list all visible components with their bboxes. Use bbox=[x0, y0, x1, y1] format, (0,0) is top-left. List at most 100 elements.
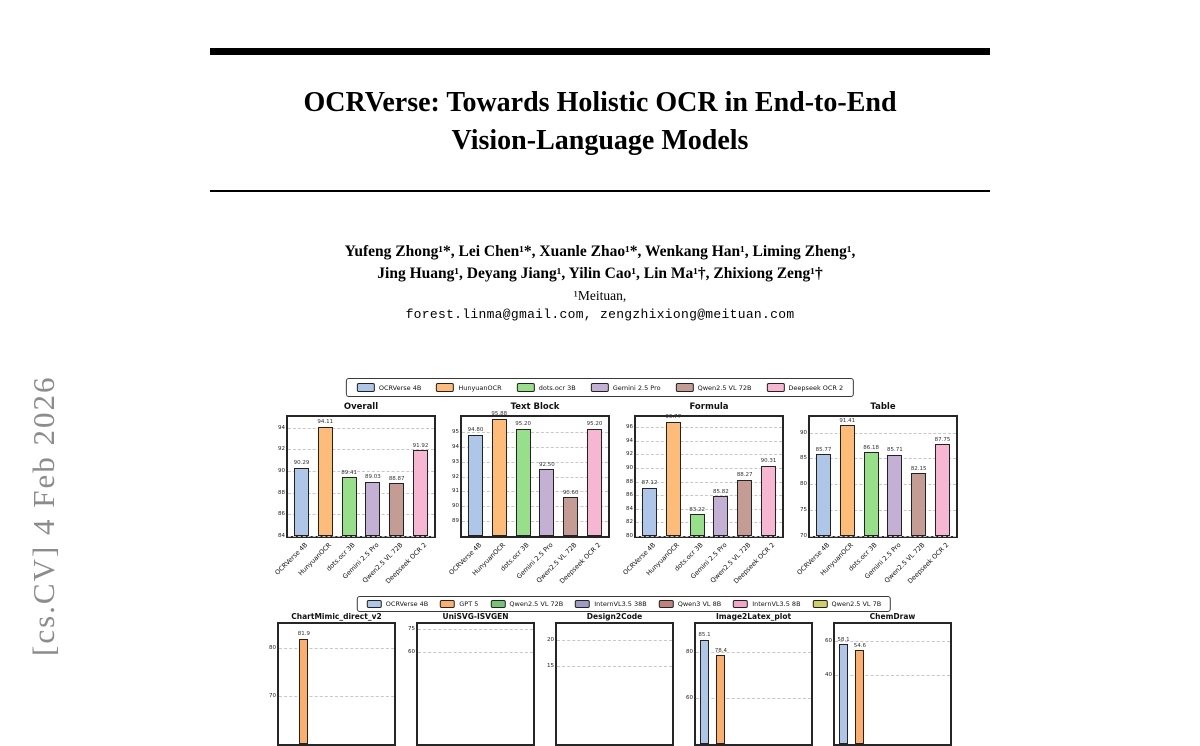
legend-label: InternVL3.5 8B bbox=[752, 600, 801, 608]
gridline bbox=[288, 492, 434, 494]
bar-value-label: 78.4 bbox=[714, 647, 727, 654]
gridline bbox=[835, 641, 950, 643]
y-tick-label: 15 bbox=[547, 662, 554, 669]
bar-value-label: 54.6 bbox=[853, 642, 866, 649]
y-tick-label: 40 bbox=[825, 672, 832, 679]
gridline bbox=[636, 522, 782, 524]
y-tick-label: 93 bbox=[452, 458, 459, 465]
chart-plot: 89 90 91 92 93 94 95 94.80 95.88 95.20 92.50 90.60 9… bbox=[452, 411, 610, 538]
bar-OCRVerse 4B bbox=[700, 639, 709, 744]
chart-UniSVG-ISVGEN: UniSVG-ISVGEN 75 60 bbox=[402, 612, 535, 746]
gridline bbox=[557, 639, 672, 641]
chart-Text Block: Text Block 89 90 91 92 93 94 95 94.80 95.88 95.20 9… bbox=[444, 402, 610, 585]
y-tick-label: 84 bbox=[626, 505, 633, 512]
legend-label: Qwen2.5 VL 7B bbox=[831, 600, 882, 608]
y-tick-label: 80 bbox=[800, 481, 807, 488]
bar-dots.ocr 3B bbox=[863, 452, 879, 536]
y-tick-label: 60 bbox=[825, 638, 832, 645]
legend-swatch bbox=[675, 383, 694, 392]
authors-line-1: Yufeng Zhong¹*, Lei Chen¹*, Xuanle Zhao¹… bbox=[344, 243, 856, 260]
y-tick-label: 86 bbox=[626, 492, 633, 499]
bar-OCRVerse 4B bbox=[839, 644, 848, 744]
y-tick-label: 90 bbox=[452, 503, 459, 510]
legend-item: GPT 5 bbox=[440, 600, 478, 608]
legend-item: InternVL3.5 8B bbox=[733, 600, 801, 608]
legend-label: OCRVerse 4B bbox=[378, 383, 422, 392]
legend-label: Qwen2.5 VL 72B bbox=[509, 600, 564, 608]
bar-HunyuanOCR bbox=[317, 426, 333, 536]
chart-Table: Table 70 75 80 85 90 85.77 91.41 86.18 85.71 82.15… bbox=[792, 402, 958, 585]
legend-item: Qwen2.5 VL 7B bbox=[812, 600, 882, 608]
gridline bbox=[810, 510, 956, 512]
bar-OCRVerse 4B bbox=[816, 454, 831, 536]
legend-item: InternVL3.5 38B bbox=[575, 600, 647, 608]
y-tick-label: 80 bbox=[686, 648, 693, 655]
x-tick-labels: OCRVerse 4B HunyuanOCR dots.ocr 3B Gemini 2… bbox=[447, 538, 610, 585]
chart-plot: 84 86 88 90 92 94 90.29 94.11 89.41 89.03 88.87 91.… bbox=[278, 415, 436, 539]
legend-swatch bbox=[733, 600, 749, 608]
bar-value-label: 90.31 bbox=[760, 458, 777, 465]
y-tick-label: 75 bbox=[800, 507, 807, 514]
bar-value-label: 89.03 bbox=[365, 474, 381, 481]
bar-Qwen2.5 VL 72B bbox=[737, 479, 753, 536]
gridline bbox=[636, 481, 782, 483]
bar-value-label: 88.87 bbox=[388, 475, 405, 482]
y-tick-label: 90 bbox=[626, 465, 633, 471]
gridline bbox=[288, 427, 434, 429]
bar-Qwen2.5 VL 72B bbox=[911, 473, 927, 536]
chart-ChartMimic_direct_v2: ChartMimic_direct_v2 80 70 81.9 bbox=[263, 612, 396, 746]
y-tick-label: 75 bbox=[408, 625, 415, 632]
title-rule-bottom bbox=[210, 190, 990, 192]
gridline bbox=[636, 427, 782, 429]
legend-label: Qwen2.5 VL 72B bbox=[697, 383, 752, 392]
bar-value-label: 89.41 bbox=[341, 469, 357, 476]
arxiv-watermark: [cs.CV] 4 Feb 2026 bbox=[26, 375, 61, 656]
gridline bbox=[462, 431, 608, 433]
bar-HunyuanOCR bbox=[839, 425, 855, 536]
bar-HunyuanOCR bbox=[665, 421, 681, 536]
y-tick-label: 92 bbox=[278, 446, 285, 453]
bar-Gemini 2.5 Pro bbox=[887, 454, 903, 536]
bar-value-label: 81.9 bbox=[297, 631, 310, 638]
chart-plot: 20 15 bbox=[547, 622, 674, 746]
gridline bbox=[810, 458, 956, 460]
y-tick-label: 96 bbox=[626, 424, 633, 431]
bar-GPT 5 bbox=[716, 655, 726, 744]
y-tick-label: 70 bbox=[800, 533, 807, 539]
chart-title: Text Block bbox=[510, 402, 560, 412]
figure1-chart-row: Overall 84 86 88 90 92 94 90.29 94.11 89.41 89.03 8… bbox=[270, 402, 958, 585]
bar-Deepseek OCR 2 bbox=[935, 444, 950, 536]
bar-Deepseek OCR 2 bbox=[413, 450, 428, 536]
bar-dots.ocr 3B bbox=[689, 514, 705, 536]
chart-title: Image2Latex_plot bbox=[715, 612, 792, 621]
chart-title: UniSVG-ISVGEN bbox=[442, 612, 509, 621]
gridline bbox=[636, 454, 782, 456]
legend-swatch bbox=[440, 600, 456, 608]
bar-Qwen2.5 VL 72B bbox=[389, 483, 405, 536]
bar-value-label: 96.77 bbox=[665, 414, 682, 421]
gridline bbox=[288, 471, 434, 473]
bar-value-label: 90.60 bbox=[562, 489, 579, 496]
legend-item: OCRVerse 4B bbox=[366, 600, 428, 608]
title-line-1: OCRVerse: Towards Holistic OCR in End-to… bbox=[303, 87, 897, 118]
bar-value-label: 87.75 bbox=[934, 436, 951, 443]
legend-swatch bbox=[366, 600, 382, 608]
bar-Qwen2.5 VL 72B bbox=[563, 497, 579, 536]
y-tick-label: 85 bbox=[800, 455, 807, 462]
figure2-chart-row: ChartMimic_direct_v2 80 70 81.9 UniSVG-ISVGE… bbox=[263, 612, 952, 746]
legend-label: InternVL3.5 38B bbox=[594, 600, 647, 608]
y-tick-label: 86 bbox=[278, 511, 285, 518]
bar-OCRVerse 4B bbox=[642, 487, 657, 536]
chart-plot: 70 75 80 85 90 85.77 91.41 86.18 85.71 82.15 87.75 bbox=[800, 415, 958, 539]
chart-Overall: Overall 84 86 88 90 92 94 90.29 94.11 89.41 89.03 8… bbox=[270, 402, 436, 585]
figure1-legend: OCRVerse 4B HunyuanOCR dots.ocr 3B Gemini 2… bbox=[345, 378, 855, 397]
y-tick-label: 60 bbox=[408, 648, 415, 655]
bar-dots.ocr 3B bbox=[515, 428, 531, 536]
bar-HunyuanOCR bbox=[491, 418, 507, 536]
bar-value-label: 91.41 bbox=[839, 417, 856, 424]
figure2-legend: OCRVerse 4B GPT 5 Qwen2.5 VL 72B InternVL3.… bbox=[356, 596, 892, 612]
y-tick-label: 80 bbox=[269, 645, 276, 651]
chart-title: Table bbox=[870, 402, 896, 412]
y-tick-label: 89 bbox=[452, 518, 459, 525]
bar-value-label: 58.1 bbox=[837, 636, 850, 643]
